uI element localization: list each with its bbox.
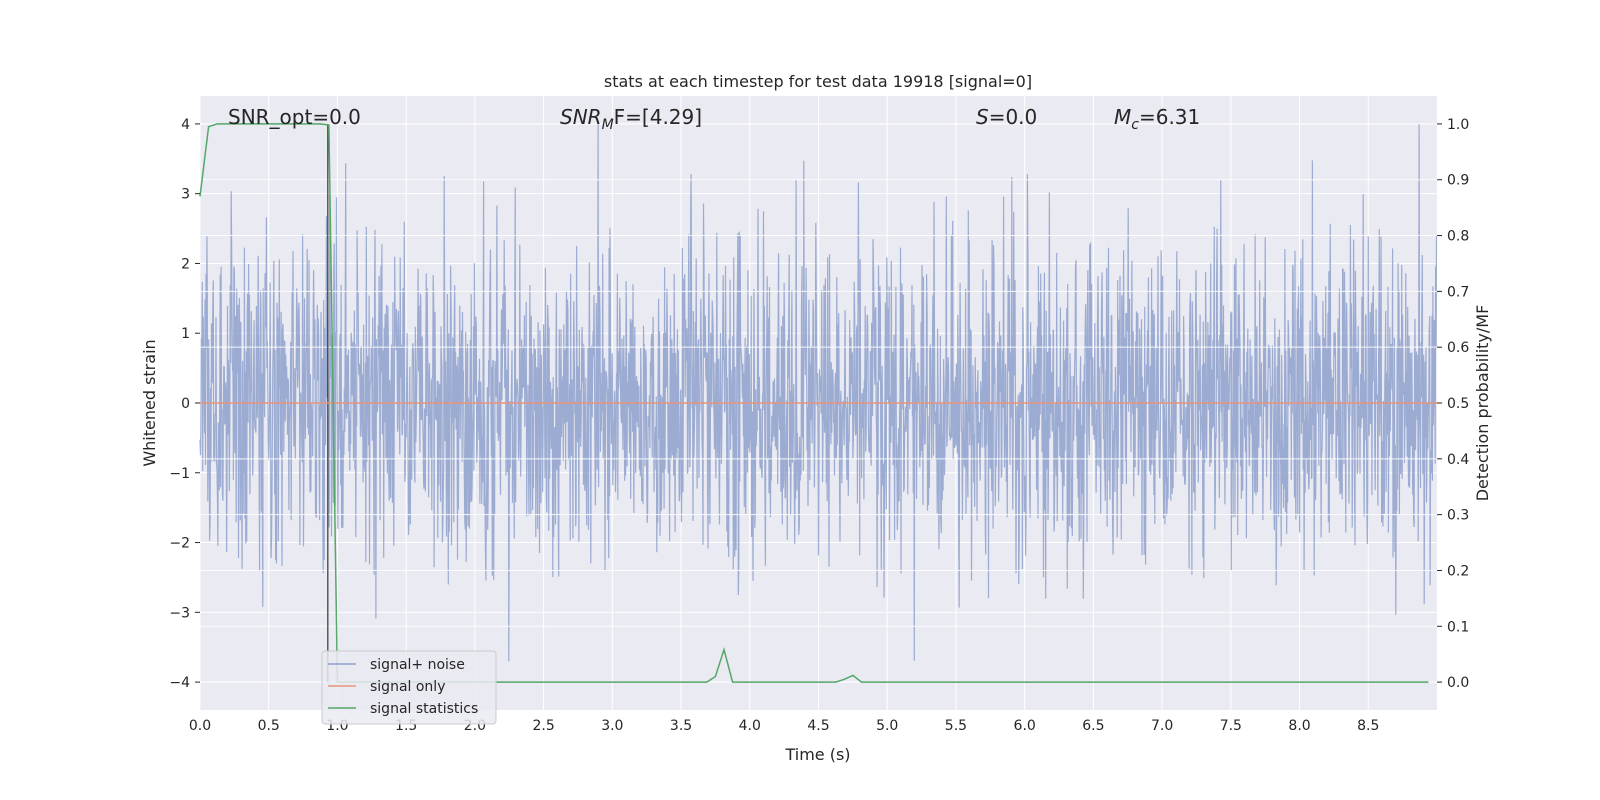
- x-tick-label: 7.5: [1220, 718, 1242, 734]
- legend-label-signal-only: signal only: [370, 679, 445, 695]
- annotation-snr-mf-main: SNR: [560, 105, 602, 129]
- x-tick-label: 4.0: [739, 718, 761, 734]
- y2-axis-ticks: 0.0 0.1 0.2 0.3 0.4 0.5 0.6 0.7 0.8 0.9 1.0: [1437, 117, 1469, 691]
- x-tick-label: 6.0: [1014, 718, 1036, 734]
- x-tick-label: 0.0: [189, 718, 211, 734]
- x-tick-label: 3.0: [601, 718, 623, 734]
- annotation-snr-mf-sub: M: [602, 117, 614, 133]
- x-tick-label: 3.5: [670, 718, 692, 734]
- y-tick-label: 4: [181, 117, 190, 133]
- y2-tick-label: 0.4: [1447, 452, 1469, 468]
- annotation-snr-mf: SNRMF=[4.29]: [560, 105, 702, 133]
- legend-box: [321, 650, 497, 725]
- x-tick-label: 8.5: [1357, 718, 1379, 734]
- y2-tick-label: 0.3: [1447, 508, 1469, 524]
- annotation-snr-opt: SNR_opt=0.0: [228, 105, 361, 129]
- y2-tick-label: 1.0: [1447, 117, 1469, 133]
- chart-title: stats at each timestep for test data 199…: [604, 72, 1032, 91]
- y2-tick-label: 0.8: [1447, 229, 1469, 245]
- y-tick-label: 2: [181, 256, 190, 272]
- y2-tick-label: 0.1: [1447, 619, 1469, 635]
- annotation-s: S=0.0: [976, 105, 1037, 129]
- y2-tick-label: 0.2: [1447, 563, 1469, 579]
- annotation-mc: Mc=6.31: [1114, 105, 1200, 133]
- x-tick-label: 6.5: [1082, 718, 1104, 734]
- y-axis-ticks: −4 −3 −2 −1 0 1 2 3 4: [169, 117, 200, 691]
- y-tick-label: −1: [169, 466, 190, 482]
- legend-label-signal-plus-noise: signal+ noise: [370, 657, 465, 673]
- y-tick-label: 1: [181, 326, 190, 342]
- y2-tick-label: 0.9: [1447, 173, 1469, 189]
- noise-trace: [199, 123, 1438, 662]
- annotation-mc-sub: c: [1131, 117, 1139, 133]
- y-tick-label: 0: [181, 396, 190, 412]
- legend: signal+ noise signal only signal statist…: [321, 650, 497, 725]
- y-axis-label: Whitened strain: [140, 339, 159, 466]
- x-tick-label: 7.0: [1151, 718, 1173, 734]
- y-tick-label: −4: [169, 675, 190, 691]
- y2-tick-label: 0.6: [1447, 340, 1469, 356]
- x-tick-label: 0.5: [258, 718, 280, 734]
- series-signal-plus-noise: [199, 123, 1438, 662]
- y2-tick-label: 0.5: [1447, 396, 1469, 412]
- y-tick-label: −2: [169, 536, 190, 552]
- x-tick-label: 5.5: [945, 718, 967, 734]
- y2-tick-label: 0.7: [1447, 284, 1469, 300]
- x-tick-label: 4.5: [807, 718, 829, 734]
- y2-axis-label: Detection probability/MF: [1473, 305, 1492, 502]
- annotation-mc-var: M: [1114, 105, 1131, 129]
- x-tick-label: 5.0: [876, 718, 898, 734]
- annotation-s-var: S: [976, 105, 989, 129]
- x-axis-label: Time (s): [784, 745, 850, 764]
- y2-tick-label: 0.0: [1447, 675, 1469, 691]
- annotation-snr-mf-rest: F=[4.29]: [614, 105, 702, 129]
- y-tick-label: 3: [181, 187, 190, 203]
- legend-label-signal-statistics: signal statistics: [370, 701, 478, 717]
- y-tick-label: −3: [169, 605, 190, 621]
- annotation-s-val: =0.0: [989, 105, 1038, 129]
- x-tick-label: 2.5: [532, 718, 554, 734]
- annotation-mc-val: =6.31: [1139, 105, 1200, 129]
- x-tick-label: 8.0: [1288, 718, 1310, 734]
